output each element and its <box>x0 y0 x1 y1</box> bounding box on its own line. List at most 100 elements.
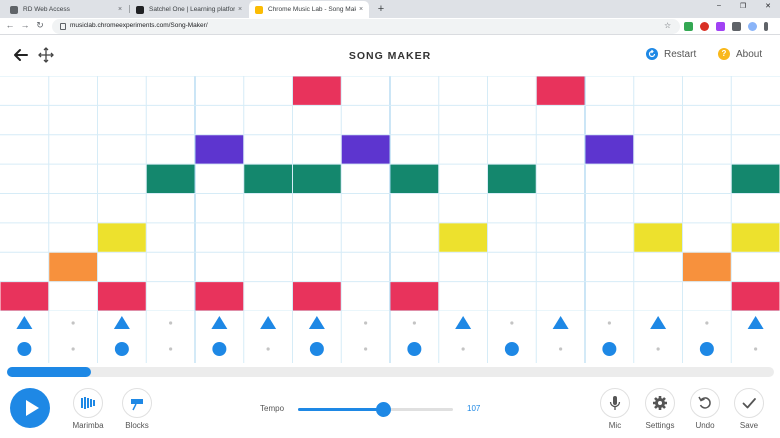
note-cell[interactable] <box>634 223 682 252</box>
horizontal-scroll-track[interactable] <box>7 367 774 377</box>
percussion-triangle[interactable] <box>552 316 569 329</box>
settings-button[interactable]: Settings <box>640 388 680 430</box>
note-cell[interactable] <box>390 164 439 193</box>
percussion-triangle[interactable] <box>308 316 325 329</box>
gear-icon <box>645 388 675 418</box>
percussion-triangle[interactable] <box>211 316 228 329</box>
percussion-empty-dot[interactable] <box>559 347 563 351</box>
note-cell[interactable] <box>390 282 439 311</box>
note-cell[interactable] <box>0 282 49 311</box>
close-icon[interactable]: × <box>237 6 243 13</box>
percussion-triangle[interactable] <box>650 316 667 329</box>
note-cell[interactable] <box>49 252 97 282</box>
percussion-triangle[interactable] <box>16 316 33 329</box>
percussion-circle[interactable] <box>114 342 129 356</box>
back-arrow-icon[interactable] <box>12 46 30 64</box>
percussion-empty-dot[interactable] <box>705 321 709 325</box>
note-cell[interactable] <box>293 282 341 311</box>
browser-forward-button[interactable]: → <box>20 20 30 30</box>
note-cell[interactable] <box>98 223 146 252</box>
save-button[interactable]: Save <box>729 388 769 430</box>
percussion-empty-dot[interactable] <box>169 347 173 351</box>
browser-toolbar: ← → ↻ musiclab.chromeexperiments.com/Son… <box>0 18 780 35</box>
extension-green-icon[interactable] <box>684 22 693 31</box>
melody-grid[interactable] <box>0 76 780 311</box>
minimize-button[interactable]: – <box>717 2 721 9</box>
note-cell[interactable] <box>293 164 341 193</box>
tab-song-maker[interactable]: Chrome Music Lab - Song Maker × <box>249 1 369 18</box>
percussion-triangle[interactable] <box>747 316 764 329</box>
note-cell[interactable] <box>731 164 780 193</box>
note-cell[interactable] <box>585 135 634 164</box>
percussion-empty-dot[interactable] <box>169 321 173 325</box>
note-cell[interactable] <box>341 135 390 164</box>
close-icon[interactable]: × <box>117 6 123 13</box>
address-bar[interactable]: musiclab.chromeexperiments.com/Song-Make… <box>52 19 680 34</box>
instrument-label: Marimba <box>72 421 104 430</box>
percussion-empty-dot[interactable] <box>266 347 270 351</box>
close-window-button[interactable]: ✕ <box>765 3 771 10</box>
note-cell[interactable] <box>293 76 341 105</box>
percussion-circle[interactable] <box>407 342 422 356</box>
percussion-empty-dot[interactable] <box>71 347 75 351</box>
melody-grid-canvas[interactable] <box>0 76 780 311</box>
tab-rd-web-access[interactable]: RD Web Access × <box>4 1 128 18</box>
percussion-empty-dot[interactable] <box>364 321 368 325</box>
percussion-triangle[interactable] <box>260 316 277 329</box>
browser-back-button[interactable]: ← <box>5 20 15 30</box>
note-cell[interactable] <box>536 76 585 105</box>
browser-menu-icon[interactable] <box>764 22 768 31</box>
mic-button[interactable]: Mic <box>595 388 635 430</box>
note-cell[interactable] <box>195 135 244 164</box>
note-cell[interactable] <box>244 164 292 193</box>
horizontal-scroll-thumb[interactable] <box>7 367 91 377</box>
maximize-button[interactable]: ❐ <box>739 3 747 10</box>
note-cell[interactable] <box>683 252 731 282</box>
about-button[interactable]: ? About <box>718 48 762 60</box>
note-cell[interactable] <box>439 223 487 252</box>
percussion-circle[interactable] <box>17 342 32 356</box>
tempo-slider-thumb[interactable] <box>375 402 391 417</box>
move-arrows-icon[interactable] <box>37 46 55 64</box>
percussion-empty-dot[interactable] <box>71 321 75 325</box>
percussion-circle[interactable] <box>699 342 714 356</box>
extension-purple-icon[interactable] <box>716 22 725 31</box>
percussion-triangle[interactable] <box>455 316 472 329</box>
reload-button[interactable]: ↻ <box>36 20 44 30</box>
percussion-empty-dot[interactable] <box>364 347 368 351</box>
restart-button[interactable]: Restart <box>646 48 696 60</box>
percussion-grid-canvas[interactable] <box>0 311 780 363</box>
percussion-triangle[interactable] <box>113 316 130 329</box>
percussion-empty-dot[interactable] <box>412 321 416 325</box>
settings-label: Settings <box>645 421 675 430</box>
percussion-empty-dot[interactable] <box>510 321 514 325</box>
tab-separator <box>129 5 130 13</box>
note-cell[interactable] <box>98 282 146 311</box>
note-cell[interactable] <box>195 282 244 311</box>
percussion-circle[interactable] <box>212 342 227 356</box>
percussion-circle[interactable] <box>309 342 324 356</box>
percussion-empty-dot[interactable] <box>461 347 465 351</box>
extension-red-icon[interactable] <box>700 22 709 31</box>
note-cell[interactable] <box>488 164 536 193</box>
note-cell[interactable] <box>731 282 780 311</box>
note-cell[interactable] <box>146 164 195 193</box>
close-icon[interactable]: × <box>358 6 364 13</box>
percussion-grid[interactable] <box>0 311 780 363</box>
restart-label: Restart <box>664 48 697 60</box>
percussion-empty-dot[interactable] <box>607 321 611 325</box>
percussion-empty-dot[interactable] <box>754 347 758 351</box>
instrument-button[interactable]: Marimba <box>68 388 108 430</box>
new-tab-button[interactable]: + <box>377 3 385 15</box>
note-cell[interactable] <box>731 223 780 252</box>
play-button[interactable] <box>10 388 50 428</box>
percussion-circle[interactable] <box>504 342 519 356</box>
percussion-empty-dot[interactable] <box>656 347 660 351</box>
tab-satchel-one[interactable]: Satchel One | Learning platform × <box>130 1 248 18</box>
percussion-circle[interactable] <box>602 342 617 356</box>
percussion-button[interactable]: Blocks <box>117 388 157 430</box>
extensions-puzzle-icon[interactable] <box>732 22 741 31</box>
profile-avatar[interactable] <box>748 22 757 31</box>
undo-button[interactable]: Undo <box>685 388 725 430</box>
bookmark-star-icon[interactable]: ☆ <box>664 21 672 30</box>
